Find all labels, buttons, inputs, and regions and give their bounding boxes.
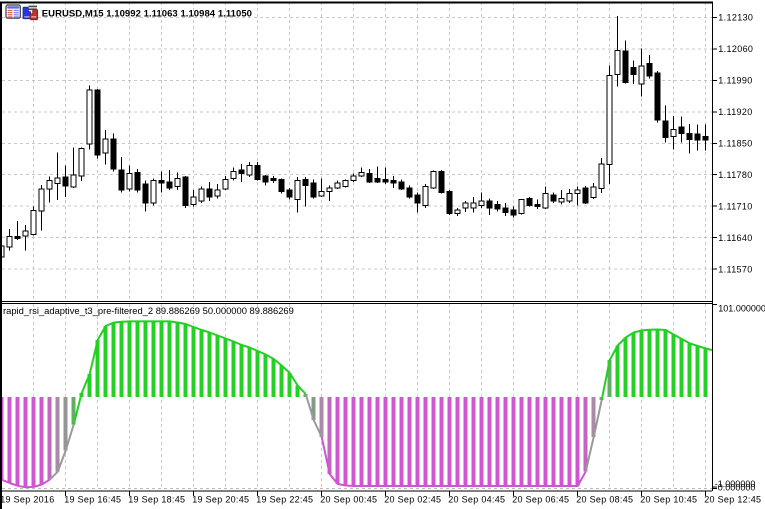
svg-text:1.11990: 1.11990: [718, 76, 752, 86]
svg-text:101.000000: 101.000000: [718, 304, 765, 314]
svg-text:1.11920: 1.11920: [718, 107, 752, 117]
svg-text:1.11780: 1.11780: [718, 170, 752, 180]
svg-text:20 Sep 12:45: 20 Sep 12:45: [704, 494, 761, 504]
svg-text:19 Sep 22:45: 19 Sep 22:45: [256, 494, 313, 504]
svg-text:rapid_rsi_adaptive_t3_pre-filt: rapid_rsi_adaptive_t3_pre-filtered_2 89.…: [3, 305, 294, 316]
svg-text:1.11640: 1.11640: [718, 233, 752, 243]
svg-text:20 Sep 06:45: 20 Sep 06:45: [512, 494, 569, 504]
svg-text:20 Sep 00:45: 20 Sep 00:45: [320, 494, 377, 504]
svg-text:1.12130: 1.12130: [718, 13, 753, 23]
svg-text:1.12060: 1.12060: [718, 44, 753, 54]
svg-text:20 Sep 02:45: 20 Sep 02:45: [384, 494, 441, 504]
svg-text:1.11570: 1.11570: [718, 264, 752, 274]
svg-text:-1.000000: -1.000000: [715, 479, 756, 489]
svg-text:19 Sep 18:45: 19 Sep 18:45: [128, 494, 185, 504]
svg-text:20 Sep 10:45: 20 Sep 10:45: [640, 494, 697, 504]
svg-text:1.11710: 1.11710: [718, 201, 752, 211]
svg-text:19 Sep 2016: 19 Sep 2016: [0, 494, 54, 504]
svg-text:EURUSD,M15 1.10992 1.11063 1.1: EURUSD,M15 1.10992 1.11063 1.10984 1.110…: [42, 9, 252, 20]
svg-text:1.11850: 1.11850: [718, 139, 752, 149]
svg-text:20 Sep 04:45: 20 Sep 04:45: [448, 494, 505, 504]
svg-text:0.000000: 0.000000: [718, 482, 756, 492]
svg-text:19 Sep 16:45: 19 Sep 16:45: [64, 494, 121, 504]
svg-text:19 Sep 20:45: 19 Sep 20:45: [192, 494, 249, 504]
svg-text:20 Sep 08:45: 20 Sep 08:45: [576, 494, 633, 504]
